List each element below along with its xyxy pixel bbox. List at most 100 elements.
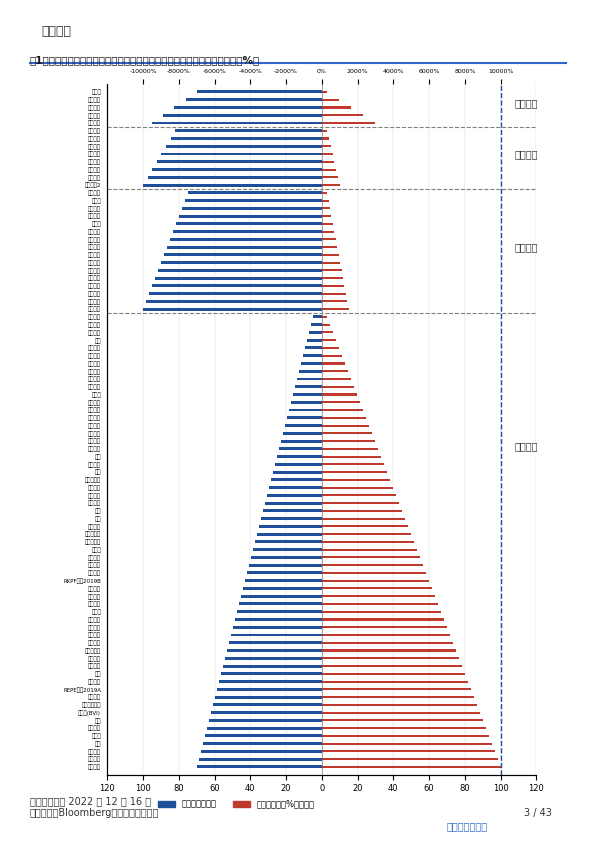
Bar [215, 695, 322, 699]
Bar [237, 610, 322, 613]
Bar [170, 238, 322, 241]
Bar [322, 207, 330, 210]
Bar [162, 152, 322, 156]
Text: 注：数据截至 2022 年 12 月 16 日: 注：数据截至 2022 年 12 月 16 日 [30, 796, 151, 806]
Bar [203, 742, 322, 745]
Bar [277, 455, 322, 458]
Bar [179, 215, 322, 217]
Bar [322, 316, 327, 318]
Bar [283, 432, 322, 434]
Bar [322, 386, 354, 388]
Bar [322, 479, 390, 481]
Bar [322, 432, 372, 434]
Bar [247, 572, 322, 574]
Bar [322, 122, 375, 124]
Bar [322, 339, 336, 341]
Text: 国有企业: 国有企业 [515, 242, 538, 252]
Bar [209, 719, 322, 722]
Bar [322, 642, 453, 644]
Bar [173, 230, 322, 233]
Bar [322, 549, 417, 551]
Bar [267, 494, 322, 497]
Bar [301, 362, 322, 365]
Bar [146, 300, 322, 303]
Bar [322, 417, 366, 418]
Bar [281, 440, 322, 443]
Bar [322, 572, 426, 574]
Bar [303, 354, 322, 357]
Bar [322, 323, 330, 326]
Bar [322, 301, 347, 302]
Bar [322, 557, 420, 558]
Text: 固收点评: 固收点评 [42, 25, 72, 38]
Bar [322, 448, 378, 450]
Bar [322, 130, 327, 132]
Bar [322, 215, 331, 217]
Bar [322, 665, 462, 667]
Text: 数据来源：Bloomberg、东吴证券研究所: 数据来源：Bloomberg、东吴证券研究所 [30, 808, 159, 818]
Bar [322, 680, 468, 683]
Bar [259, 525, 322, 528]
Bar [152, 285, 322, 287]
Bar [305, 347, 322, 349]
Bar [322, 277, 343, 280]
Text: 公众企业: 公众企业 [515, 149, 538, 159]
Bar [322, 200, 328, 201]
Bar [322, 362, 345, 365]
Bar [322, 424, 369, 427]
Bar [322, 471, 387, 473]
Bar [322, 766, 501, 768]
Bar [322, 223, 333, 225]
Bar [322, 238, 336, 240]
Bar [322, 91, 327, 93]
Bar [322, 153, 333, 155]
Bar [322, 696, 474, 698]
Bar [322, 409, 363, 411]
Bar [161, 261, 322, 264]
Bar [287, 416, 322, 419]
Bar [170, 137, 322, 140]
Bar [263, 509, 322, 512]
Bar [213, 703, 322, 706]
Bar [322, 735, 489, 737]
Bar [207, 727, 322, 729]
Bar [322, 145, 331, 147]
Bar [201, 750, 322, 753]
Bar [322, 626, 447, 628]
Bar [322, 727, 486, 729]
Bar [235, 618, 322, 621]
Bar [261, 517, 322, 520]
Bar [163, 114, 322, 117]
Bar [322, 253, 339, 256]
Bar [249, 563, 322, 567]
Bar [322, 579, 429, 582]
Bar [322, 518, 405, 520]
Bar [198, 758, 322, 760]
Bar [185, 199, 322, 202]
Bar [322, 106, 352, 109]
Bar [322, 393, 357, 396]
Bar [291, 401, 322, 404]
Text: 东吴证券研究所: 东吴证券研究所 [447, 821, 488, 831]
Bar [322, 231, 334, 232]
Bar [322, 673, 465, 674]
Bar [322, 502, 399, 504]
Bar [197, 90, 322, 93]
Bar [197, 765, 322, 769]
Bar [322, 634, 450, 636]
Bar [182, 207, 322, 210]
Bar [322, 743, 492, 744]
Bar [253, 548, 322, 552]
Bar [152, 121, 322, 125]
Bar [322, 541, 414, 543]
Bar [255, 541, 322, 543]
Bar [176, 222, 322, 226]
Bar [148, 176, 322, 179]
Bar [257, 533, 322, 536]
Bar [322, 610, 441, 613]
Bar [322, 595, 435, 597]
Bar [279, 447, 322, 450]
Bar [251, 556, 322, 559]
Bar [155, 277, 322, 280]
Bar [322, 619, 444, 621]
